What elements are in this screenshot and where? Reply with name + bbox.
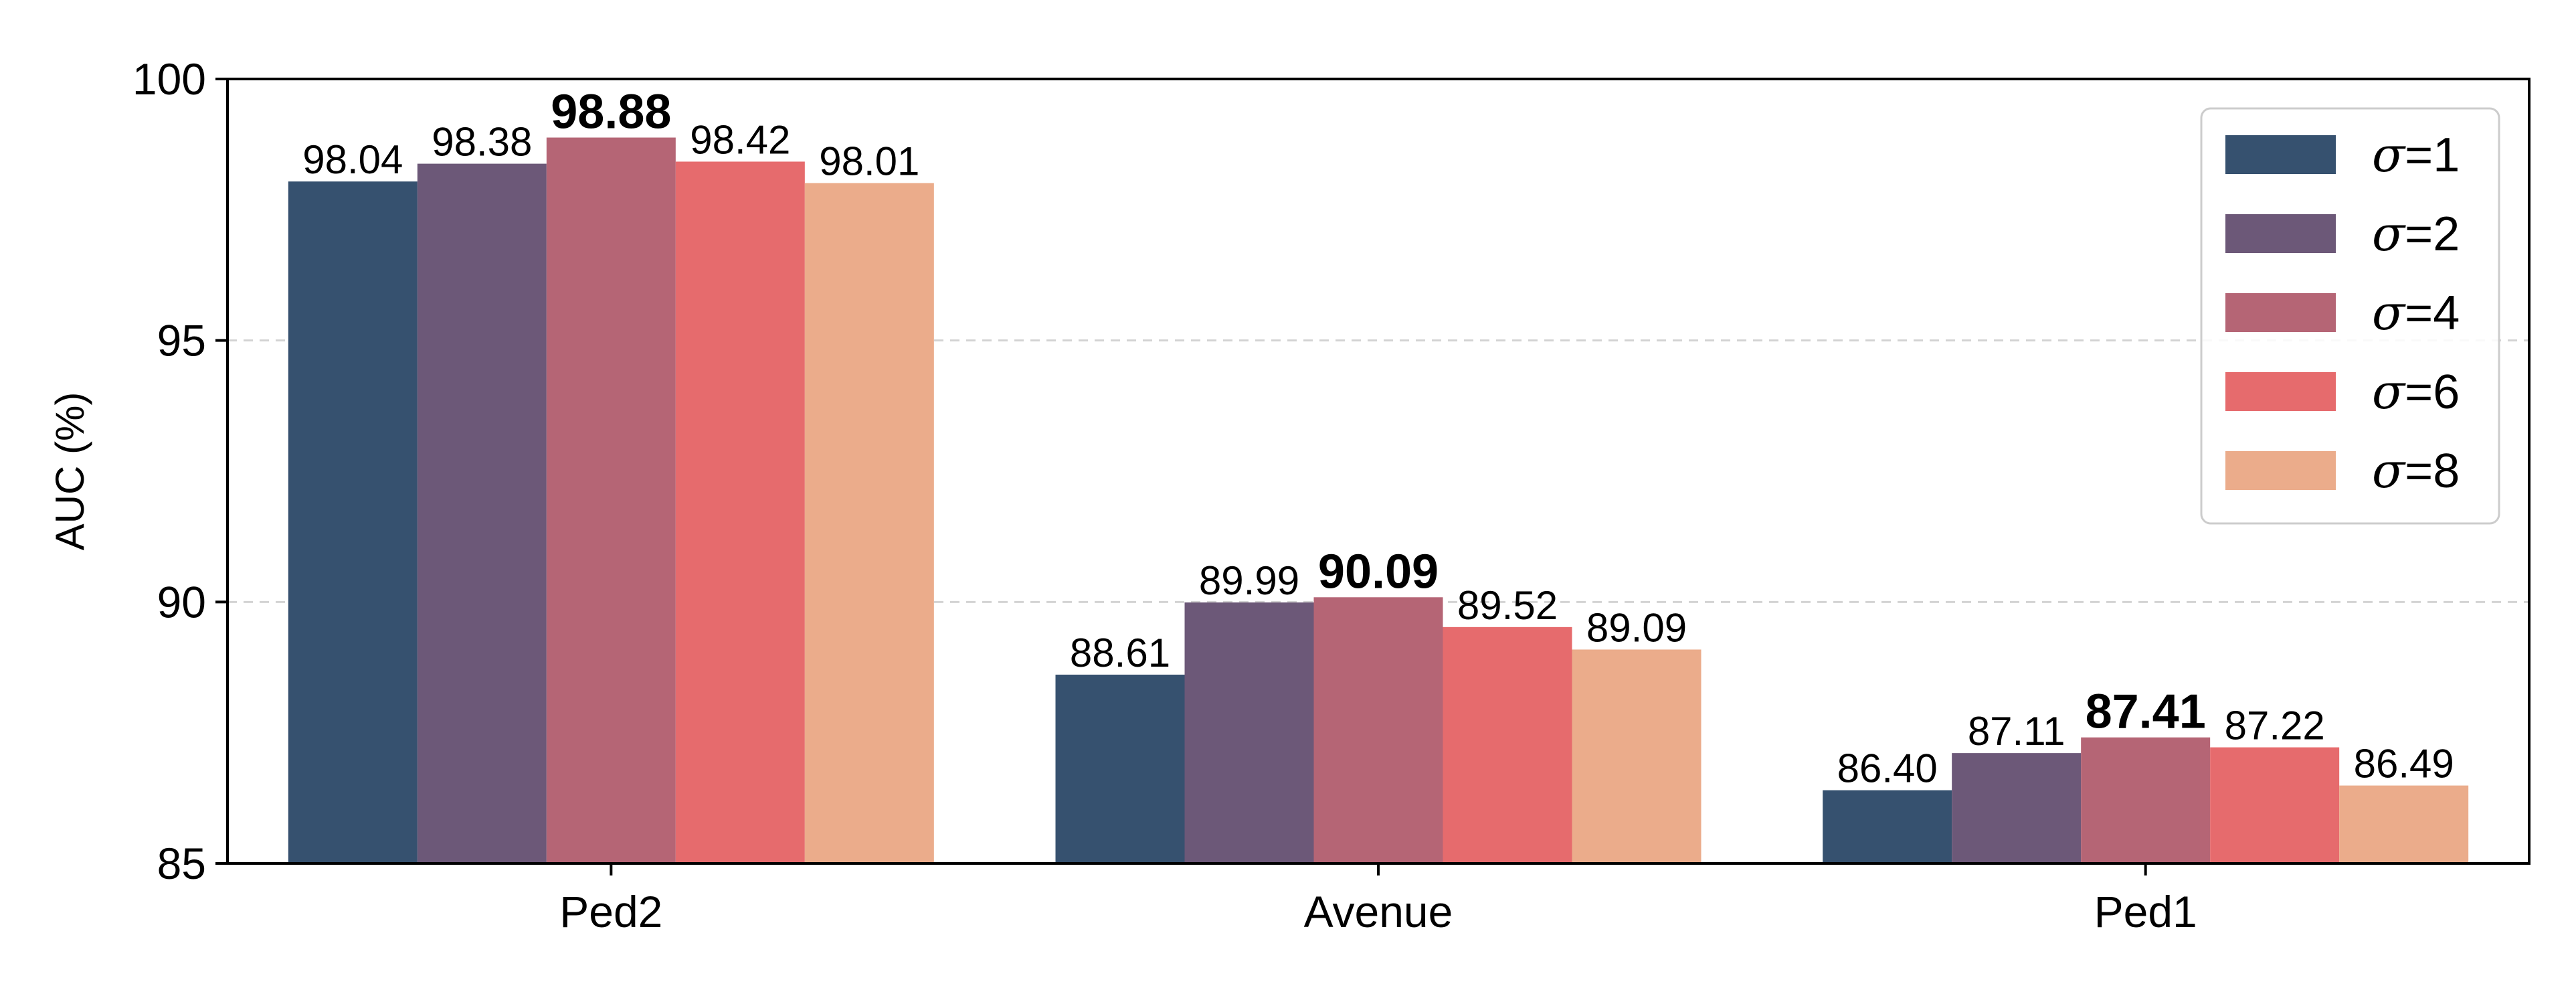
bars [288,137,2469,864]
data-labels: 98.04 98.38 98.88 98.42 98.01 88.61 89.99 90.09… [302,86,2454,791]
legend-swatch [2225,135,2336,174]
bar [675,161,805,863]
data-label: 90.09 [1318,545,1439,598]
x-tick-label: Avenue [1304,887,1453,936]
bar [1055,674,1185,863]
legend-swatch [2225,372,2336,411]
data-label: 98.04 [302,137,403,182]
bar [1313,597,1443,863]
legend-swatch [2225,293,2336,332]
legend-box [2200,107,2500,525]
data-label: 98.38 [432,120,532,165]
y-tick-label: 95 [157,316,206,365]
data-label: 98.88 [551,86,671,139]
legend-label: σ=1 [2372,127,2460,183]
data-label: 86.49 [2354,742,2454,786]
legend-label: σ=6 [2372,363,2460,420]
bar [1443,626,1572,863]
data-label: 87.41 [2086,685,2206,739]
bar [2081,737,2211,863]
bar [804,183,934,863]
y-tick-label: 90 [157,577,206,626]
data-label: 98.01 [819,139,919,183]
bar [1952,753,2082,863]
bar [1823,790,1952,863]
bar [546,137,676,864]
y-tick-label: 85 [157,839,206,888]
data-label: 98.42 [690,117,790,162]
data-label: 87.11 [1968,709,2065,754]
x-axis: Ped2 Avenue Ped1 [559,863,2197,936]
data-label: 89.52 [1457,583,1558,628]
bar [1572,649,1701,863]
data-label: 88.61 [1070,631,1170,675]
y-axis: 85 90 95 100 [132,54,227,888]
x-tick-label: Ped2 [559,887,662,936]
y-tick-label: 100 [132,54,206,104]
bar [2210,747,2340,863]
bar [2339,785,2469,863]
legend-label: σ=4 [2372,284,2460,341]
data-label: 86.40 [1837,746,1938,791]
data-label: 89.09 [1586,605,1687,650]
bar [417,163,547,863]
legend-label: σ=8 [2372,442,2460,499]
legend-swatch [2225,214,2336,253]
data-label: 87.22 [2225,703,2325,748]
x-tick-label: Ped1 [2094,887,2197,936]
legend: σ=1 σ=2 σ=4 σ=6 σ=8 [2200,107,2500,525]
legend-swatch [2225,451,2336,490]
y-axis-label: AUC (%) [48,392,92,551]
grid-lines [227,339,2529,603]
legend-label: σ=2 [2372,205,2460,262]
data-label: 89.99 [1199,558,1299,603]
bar [1184,602,1314,863]
bar [288,181,418,863]
